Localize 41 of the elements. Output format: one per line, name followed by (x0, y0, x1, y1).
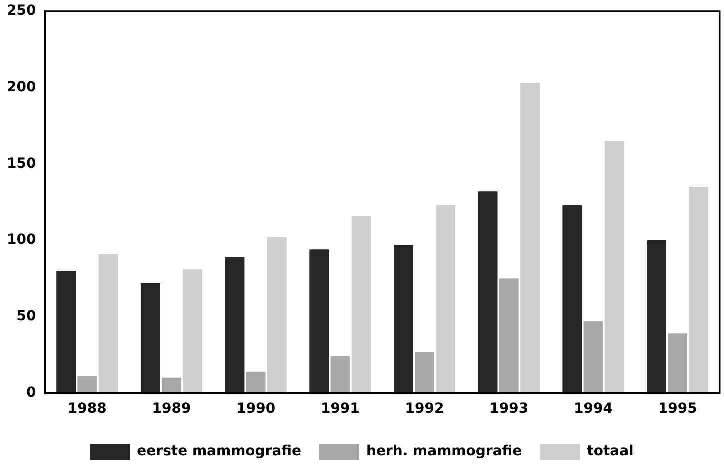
y-tick-label: 0 (26, 384, 36, 401)
bar (562, 205, 582, 394)
bar (584, 321, 604, 394)
x-tick-label: 1988 (68, 401, 107, 418)
bar (183, 269, 203, 394)
x-tick-label: 1990 (236, 401, 276, 418)
x-tick-label: 1992 (405, 401, 444, 418)
bar (225, 257, 245, 394)
bar (330, 356, 350, 394)
bar (394, 245, 414, 394)
bar (604, 141, 624, 394)
x-tick-label: 1995 (658, 401, 698, 418)
bar (520, 83, 540, 394)
bar (140, 283, 160, 394)
x-tick-label: 1989 (152, 401, 192, 418)
bar (689, 187, 709, 394)
bar (478, 192, 498, 394)
bar (668, 334, 688, 394)
x-tick-label: 1994 (574, 401, 614, 418)
bar (499, 278, 519, 394)
bar (78, 376, 98, 394)
y-tick-label: 200 (6, 79, 36, 96)
legend-label: eerste mammografie (137, 444, 302, 460)
bar (310, 250, 330, 394)
y-tick-label: 150 (6, 156, 36, 172)
bar (436, 205, 456, 394)
bar (352, 216, 372, 394)
bar (647, 240, 666, 394)
y-tick-label: 250 (6, 3, 36, 20)
bar (415, 352, 434, 394)
legend-label: herh. mammografie (366, 444, 522, 460)
y-tick-label: 100 (6, 232, 36, 248)
bar (56, 271, 76, 394)
y-tick-label: 50 (16, 308, 36, 324)
bar (246, 372, 266, 394)
bar (267, 237, 287, 394)
bar (98, 254, 118, 394)
legend-label: totaal (587, 444, 634, 460)
bar (162, 378, 182, 394)
x-tick-label: 1991 (320, 401, 360, 418)
x-tick-label: 1993 (490, 401, 529, 418)
